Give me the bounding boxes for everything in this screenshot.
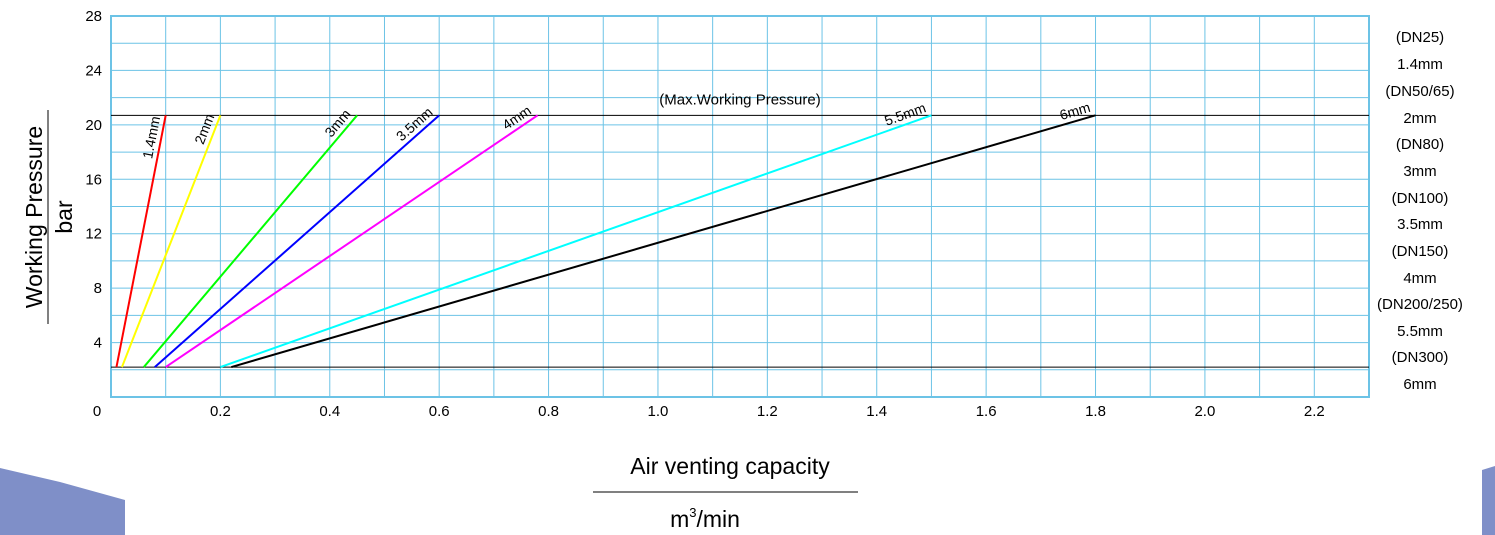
series-line-4mm: [165, 114, 539, 368]
tick-labels: 0.2 0.4 0.6 0.8 1.0 1.2 1.4 1.6 1.8 2.0 2.2 4 8 12 16 2…: [85, 8, 1324, 420]
series-line-3mm: [143, 114, 358, 368]
x-tick-label: 1.4: [866, 403, 887, 420]
side-legend-dn: (DN80): [1396, 136, 1444, 153]
side-legend-size: 5.5mm: [1397, 323, 1443, 340]
x-tick-label: 2.2: [1304, 403, 1325, 420]
x-axis-title: Air venting capacity: [630, 453, 830, 479]
series-label-4mm: 4mm: [499, 102, 534, 133]
series-line-3.5mm: [154, 114, 440, 368]
series-lines: 1.4mm 2mm 3mm 3.5mm 4mm 5.5mm 6mm: [115, 99, 1096, 369]
x-tick-label: 0.2: [210, 403, 231, 420]
x-tick-label: 0.4: [319, 403, 340, 420]
origin-label: 0: [93, 403, 101, 420]
series-label-1.4mm: 1.4mm: [139, 115, 163, 160]
y-axis-title-group: Working Pressure bar: [21, 110, 77, 324]
side-legend-size: 6mm: [1403, 376, 1436, 393]
y-tick-label: 20: [85, 117, 102, 134]
y-tick-label: 24: [85, 62, 102, 79]
max-pressure-label: (Max.Working Pressure): [659, 91, 820, 108]
series-label-6mm: 6mm: [1058, 99, 1092, 123]
x-tick-label: 1.2: [757, 403, 778, 420]
series-line-2mm: [121, 114, 222, 368]
y-tick-label: 28: [85, 8, 102, 25]
grid-lines: [111, 16, 1369, 397]
x-tick-label: 1.8: [1085, 403, 1106, 420]
reference-lines: (Max.Working Pressure): [111, 91, 1369, 368]
series-line-6mm: [231, 114, 1096, 369]
side-legend-size: 3.5mm: [1397, 216, 1443, 233]
side-legend-size: 1.4mm: [1397, 56, 1443, 73]
series-line-5.5mm: [220, 114, 932, 369]
side-legend-dn: (DN150): [1392, 243, 1449, 260]
series-label-3mm: 3mm: [321, 106, 353, 140]
plot-frame: [110, 15, 1370, 398]
side-legend-size: 2mm: [1403, 110, 1436, 127]
y-tick-label: 16: [85, 171, 102, 188]
y-tick-label: 8: [94, 280, 102, 297]
series-line-1.4mm: [115, 115, 167, 368]
side-legend-dn: (DN300): [1392, 349, 1449, 366]
decor-swoosh-left: [0, 468, 125, 535]
x-tick-label: 0.6: [429, 403, 450, 420]
x-tick-label: 0.8: [538, 403, 559, 420]
x-tick-label: 2.0: [1194, 403, 1215, 420]
x-axis-unit: m3/min: [670, 505, 740, 532]
side-legend-size: 3mm: [1403, 163, 1436, 180]
y-axis-unit: bar: [51, 200, 77, 234]
side-legend: (DN25) 1.4mm (DN50/65) 2mm (DN80) 3mm (DN100) 3…: [1377, 29, 1463, 393]
x-tick-label: 1.0: [648, 403, 669, 420]
decor-swoosh-right: [1482, 466, 1495, 535]
y-tick-label: 12: [85, 226, 102, 243]
y-axis-title: Working Pressure: [21, 126, 47, 308]
side-legend-dn: (DN100): [1392, 190, 1449, 207]
side-legend-dn: (DN25): [1396, 29, 1444, 46]
x-tick-label: 1.6: [976, 403, 997, 420]
side-legend-size: 4mm: [1403, 270, 1436, 287]
y-tick-label: 4: [94, 335, 102, 352]
side-legend-dn: (DN50/65): [1385, 83, 1454, 100]
side-legend-dn: (DN200/250): [1377, 296, 1463, 313]
series-label-2mm: 2mm: [191, 112, 217, 147]
